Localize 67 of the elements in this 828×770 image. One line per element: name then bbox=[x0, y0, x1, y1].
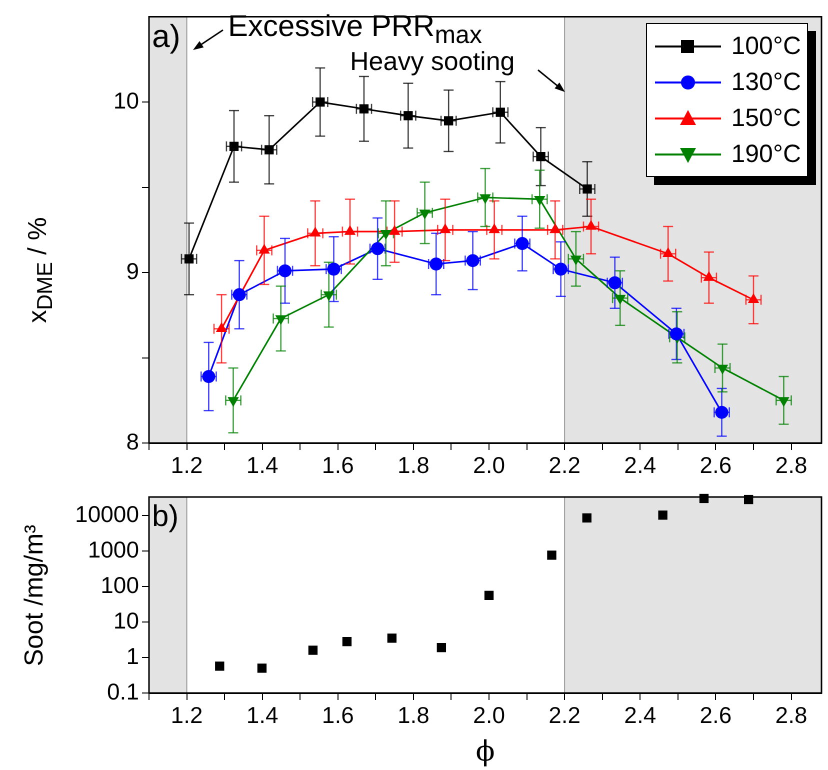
x-tick-label: 2.0 bbox=[473, 452, 506, 478]
point bbox=[536, 152, 546, 162]
x-tick-label: 1.6 bbox=[322, 702, 354, 728]
point bbox=[228, 397, 239, 407]
point bbox=[534, 196, 546, 206]
y-tick-label: 8 bbox=[126, 428, 139, 454]
legend-label: 150°C bbox=[731, 104, 801, 132]
x-tick-label: 1.2 bbox=[170, 702, 203, 728]
point bbox=[716, 364, 728, 374]
point bbox=[614, 294, 626, 305]
y-tick-label: 1 bbox=[126, 642, 139, 669]
x-tick-label: 2.8 bbox=[775, 702, 808, 728]
x-tick-label: 1.4 bbox=[246, 702, 279, 728]
annotation: b) bbox=[152, 500, 179, 533]
x-tick-label: 2.2 bbox=[548, 452, 581, 478]
point bbox=[215, 662, 224, 671]
x-tick-label: 2.6 bbox=[700, 702, 732, 728]
x-axis-title: ϕ bbox=[476, 734, 495, 768]
point bbox=[184, 254, 194, 264]
point bbox=[570, 256, 582, 266]
point bbox=[229, 142, 239, 151]
y-axis-title: Soot /mg/m³ bbox=[18, 524, 50, 666]
x-tick-label: 1.4 bbox=[246, 452, 279, 478]
point bbox=[778, 397, 790, 407]
point bbox=[404, 111, 413, 120]
x-tick-label: 2.8 bbox=[775, 452, 808, 478]
point bbox=[582, 184, 592, 194]
x-tick-label: 1.8 bbox=[397, 452, 430, 478]
point bbox=[323, 291, 334, 302]
x-tick-label: 1.8 bbox=[397, 702, 430, 728]
x-tick-label: 2.4 bbox=[624, 452, 656, 478]
x-tick-label: 2.4 bbox=[624, 702, 656, 728]
x-tick-label: 1.2 bbox=[170, 452, 203, 478]
legend-label: 190°C bbox=[731, 140, 801, 168]
point bbox=[264, 145, 274, 154]
point bbox=[484, 590, 494, 600]
annotation: Heavy sooting bbox=[350, 46, 515, 76]
point bbox=[436, 642, 446, 652]
y-tick-label: 10 bbox=[113, 87, 139, 114]
point bbox=[547, 550, 556, 560]
point bbox=[275, 315, 286, 326]
point bbox=[582, 513, 592, 523]
y-tick-label: 0.1 bbox=[107, 678, 139, 704]
x-tick-label: 1.6 bbox=[322, 452, 354, 478]
y-tick-label: 9 bbox=[126, 258, 139, 284]
legend-label: 100°C bbox=[731, 32, 801, 60]
point bbox=[308, 646, 318, 655]
point bbox=[387, 634, 397, 643]
annotation: a) bbox=[152, 18, 180, 54]
point bbox=[257, 664, 267, 673]
point bbox=[480, 194, 491, 204]
point bbox=[316, 97, 325, 107]
y-tick-label: 100 bbox=[100, 572, 139, 598]
point bbox=[444, 116, 454, 126]
point bbox=[342, 637, 352, 646]
point bbox=[496, 108, 505, 117]
legend-label: 130°C bbox=[731, 68, 801, 96]
point bbox=[380, 230, 392, 240]
x-tick-label: 2.0 bbox=[473, 702, 506, 728]
x-tick-label: 2.6 bbox=[700, 452, 732, 478]
point bbox=[419, 210, 430, 220]
x-tick-label: 2.2 bbox=[548, 702, 581, 728]
y-tick-label: 1000 bbox=[88, 536, 139, 562]
point bbox=[658, 510, 668, 520]
y-tick-label: 10 bbox=[113, 607, 139, 634]
y-tick-label: 10000 bbox=[75, 500, 139, 527]
point bbox=[359, 104, 369, 114]
